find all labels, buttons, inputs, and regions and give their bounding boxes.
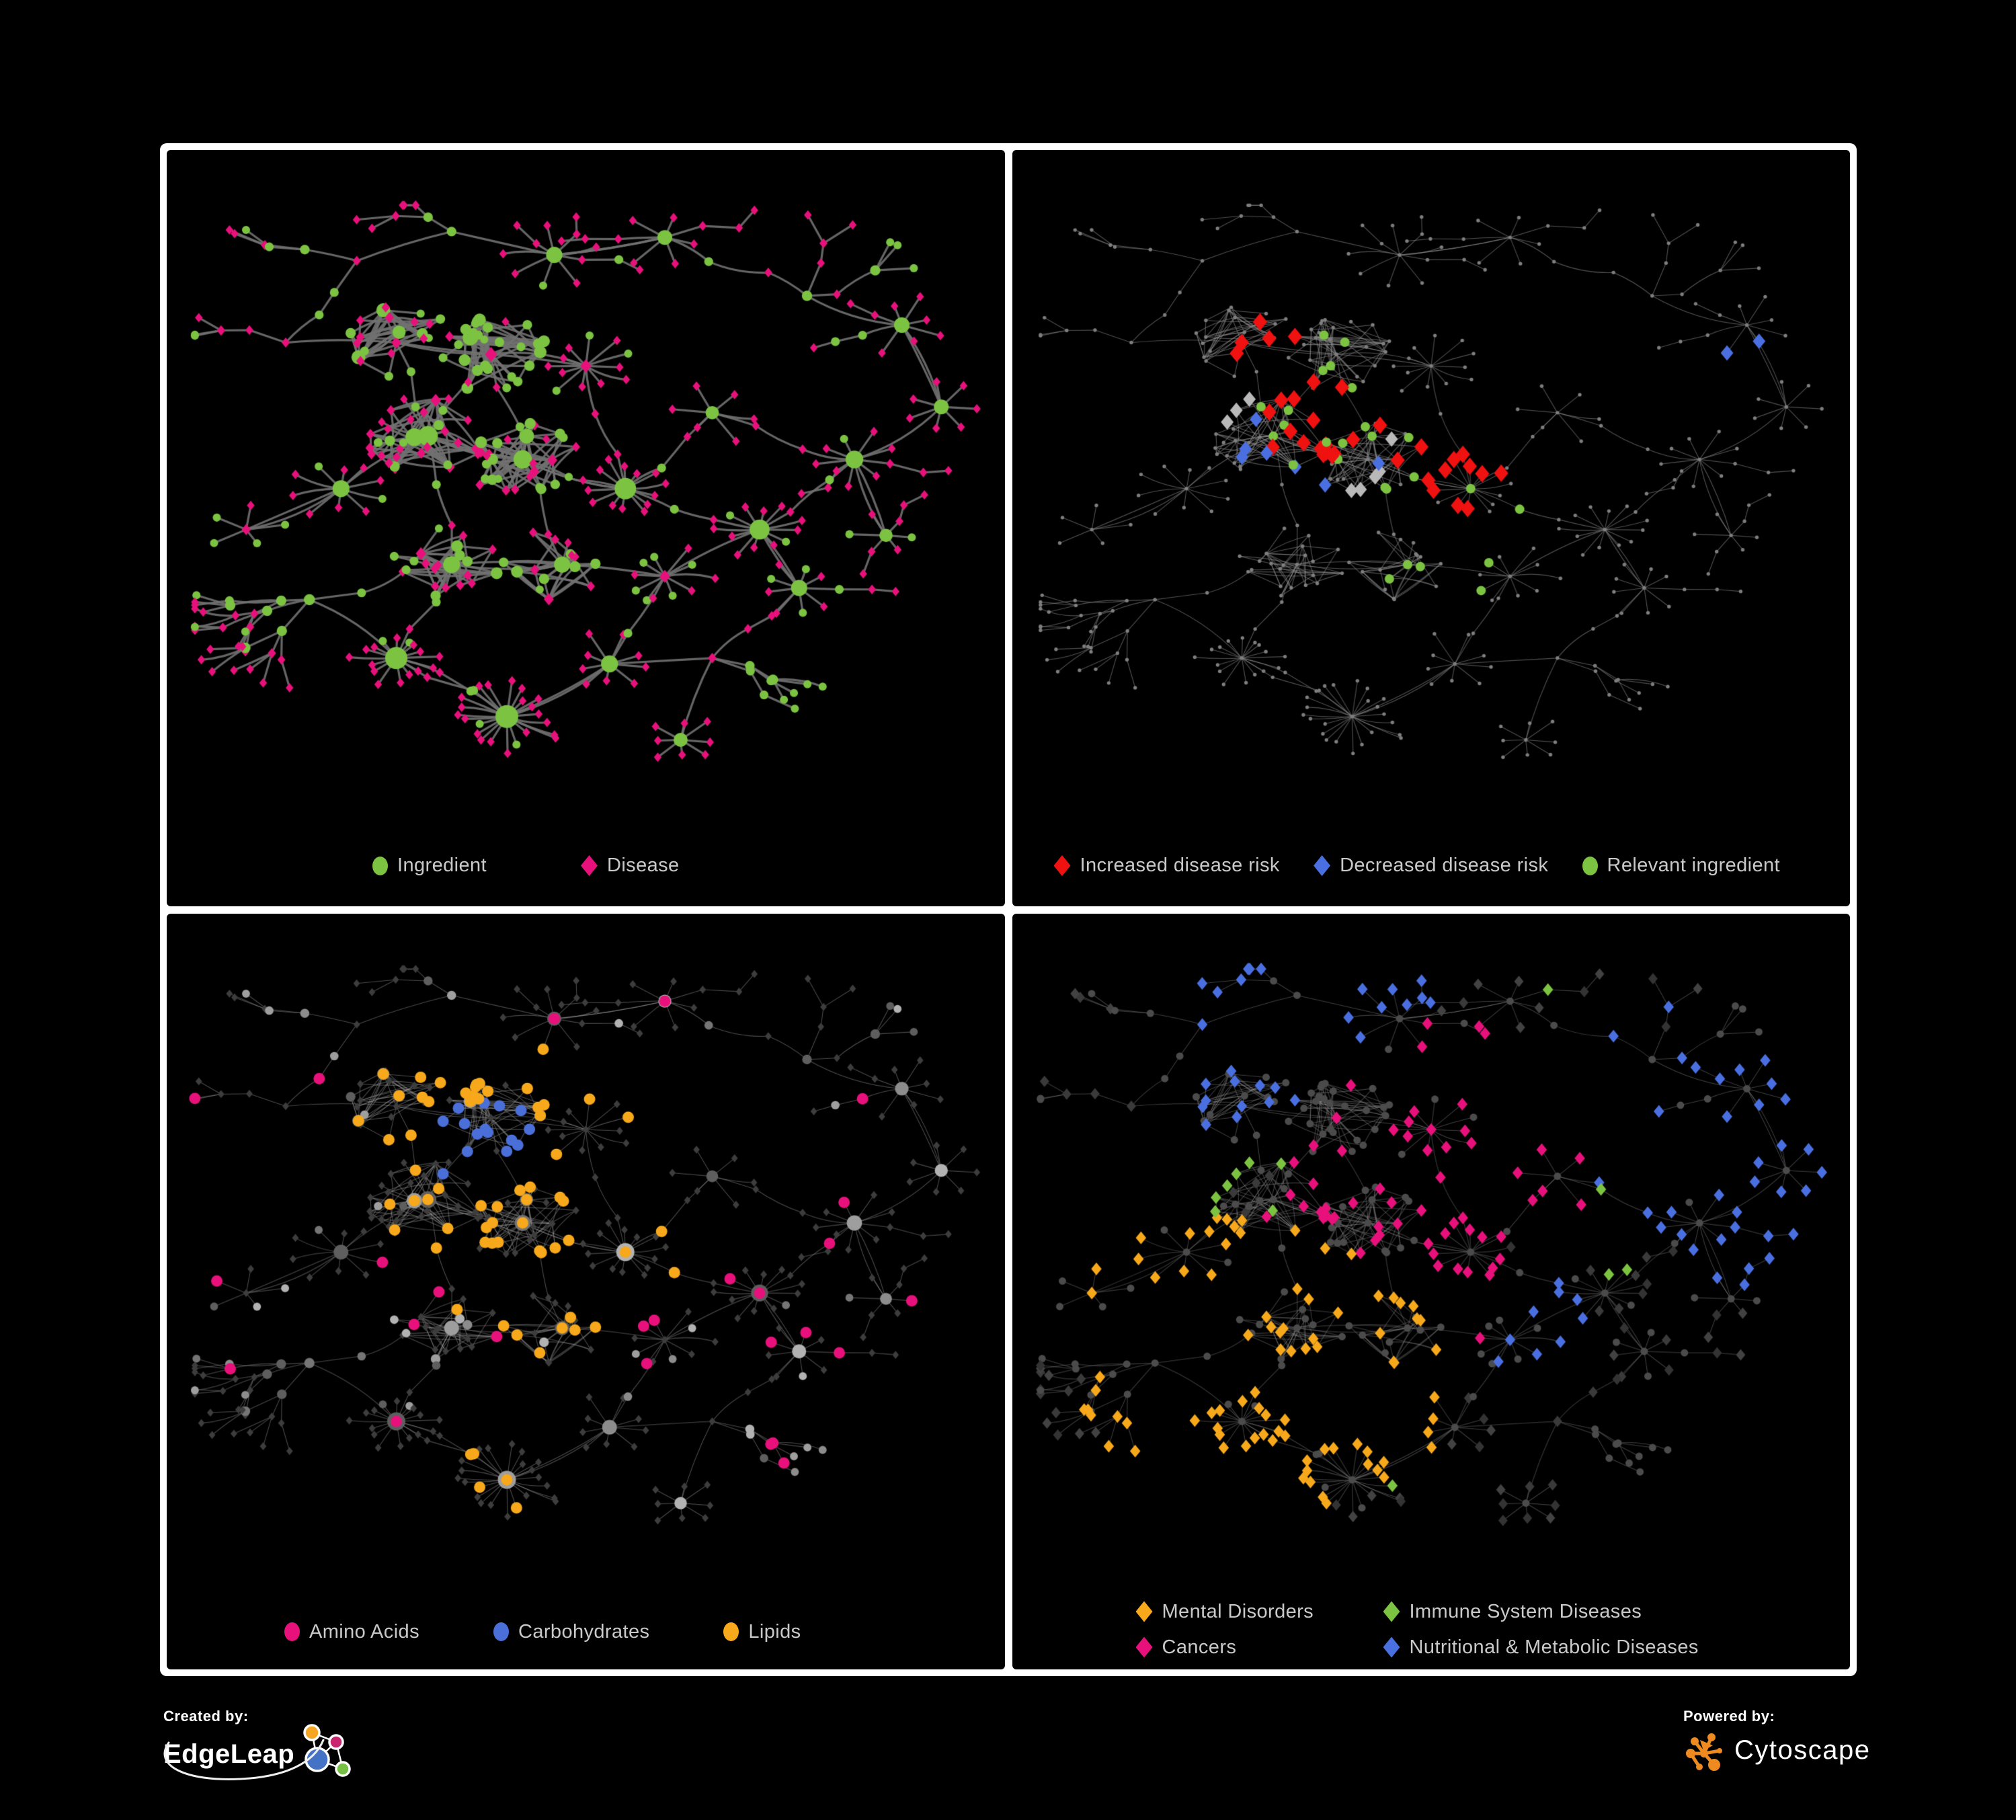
- cytoscape-brand-row: Cytoscape: [1683, 1728, 1871, 1772]
- nutritional-metabolic-diseases-swatch-icon: [1383, 1636, 1400, 1658]
- amino-acids-swatch-icon: [284, 1622, 300, 1641]
- legend-item-carbohydrates: Carbohydrates: [493, 1621, 649, 1643]
- edgeleap-brand-row: EdgeLeap: [163, 1724, 365, 1780]
- panel-nutrient-classes: Amino Acids Carbohydrates Lipids: [167, 913, 1005, 1669]
- legend-label-relevant-ingredient: Relevant ingredient: [1607, 855, 1780, 876]
- increased-risk-swatch-icon: [1053, 855, 1071, 876]
- legend-item-lipids: Lipids: [723, 1621, 801, 1643]
- legend-item-decreased-risk: Decreased disease risk: [1314, 855, 1548, 877]
- mental-disorders-swatch-icon: [1135, 1601, 1153, 1622]
- disease-swatch-icon: [581, 855, 598, 876]
- legend-label-disease: Disease: [607, 855, 680, 876]
- panel-ingredient-disease: Ingredient Disease: [167, 150, 1005, 906]
- decreased-risk-swatch-icon: [1314, 855, 1331, 876]
- legend-label-increased-risk: Increased disease risk: [1080, 855, 1280, 876]
- legend-disease-risk: Increased disease risk Decreased disease…: [1053, 855, 1781, 877]
- lipids-swatch-icon: [723, 1622, 739, 1641]
- legend-item-relevant-ingredient: Relevant ingredient: [1582, 855, 1780, 877]
- network-canvas-disease-risk: [1012, 150, 1850, 906]
- legend-label-immune-system-diseases: Immune System Diseases: [1409, 1600, 1642, 1622]
- relevant-ingredient-swatch-icon: [1582, 856, 1598, 875]
- credit-edgeleap: Created by: EdgeLeap: [163, 1708, 365, 1795]
- legend-ingredient-disease: Ingredient Disease: [372, 855, 680, 877]
- legend-label-ingredient: Ingredient: [397, 855, 487, 876]
- legend-nutrient-classes: Amino Acids Carbohydrates Lipids: [284, 1621, 801, 1643]
- ingredient-swatch-icon: [372, 856, 388, 875]
- network-canvas-ingredient-disease: [167, 150, 1005, 906]
- powered-by-label: Powered by:: [1683, 1708, 1775, 1725]
- legend-label-decreased-risk: Decreased disease risk: [1340, 855, 1549, 876]
- legend-item-mental-disorders: Mental Disorders: [1135, 1600, 1383, 1623]
- legend-label-nutritional-metabolic-diseases: Nutritional & Metabolic Diseases: [1409, 1636, 1699, 1658]
- legend-label-cancers: Cancers: [1162, 1636, 1237, 1658]
- immune-system-diseases-swatch-icon: [1383, 1601, 1400, 1622]
- legend-item-increased-risk: Increased disease risk: [1053, 855, 1280, 877]
- cytoscape-wordmark: Cytoscape: [1734, 1735, 1871, 1765]
- panel-disease-risk: Increased disease risk Decreased disease…: [1012, 150, 1850, 906]
- legend-item-ingredient: Ingredient: [372, 855, 487, 877]
- legend-item-immune-system-diseases: Immune System Diseases: [1383, 1601, 1699, 1623]
- legend-label-amino-acids: Amino Acids: [309, 1620, 419, 1643]
- cytoscape-logo-icon: [1686, 1733, 1722, 1771]
- credit-cytoscape: Powered by: Cytoscape: [1683, 1708, 1871, 1782]
- carbohydrates-swatch-icon: [493, 1622, 509, 1641]
- legend-label-mental-disorders: Mental Disorders: [1162, 1600, 1314, 1622]
- edgeleap-logo-icon: [303, 1724, 351, 1777]
- network-canvas-nutrient-classes: [167, 913, 1005, 1669]
- legend-item-cancers: Cancers: [1135, 1636, 1383, 1659]
- legend-item-disease: Disease: [581, 855, 680, 877]
- legend-disease-categories: Mental Disorders Immune System Diseases …: [1135, 1600, 1699, 1659]
- legend-item-amino-acids: Amino Acids: [284, 1621, 419, 1643]
- legend-item-nutritional-metabolic-diseases: Nutritional & Metabolic Diseases: [1383, 1636, 1699, 1659]
- network-canvas-disease-categories: [1012, 913, 1850, 1669]
- legend-label-lipids: Lipids: [748, 1620, 801, 1643]
- figure-frame: Ingredient Disease Increased disease ris…: [160, 143, 1857, 1676]
- cancers-swatch-icon: [1135, 1636, 1153, 1658]
- created-by-label: Created by:: [163, 1708, 249, 1725]
- legend-label-carbohydrates: Carbohydrates: [518, 1620, 650, 1643]
- panel-disease-categories: Mental Disorders Immune System Diseases …: [1012, 913, 1850, 1669]
- edgeleap-wordmark: EdgeLeap: [163, 1739, 295, 1769]
